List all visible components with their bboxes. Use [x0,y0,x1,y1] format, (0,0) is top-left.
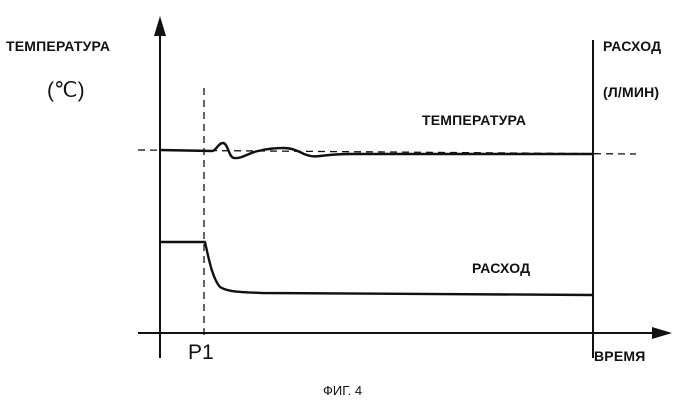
temperature-curve-label: ТЕМПЕРАТУРА [422,112,526,128]
p1-marker-label: P1 [188,341,214,365]
right-axis-label: РАСХОД [603,38,661,54]
right-axis-unit: (Л/МИН) [603,84,659,100]
left-axis-unit: (℃) [47,78,85,103]
flow-curve-label: РАСХОД [472,260,530,276]
left-axis-label: ТЕМПЕРАТУРА [6,38,110,54]
figure-caption: ФИГ. 4 [323,383,362,398]
x-axis-label: ВРЕМЯ [594,348,646,364]
left-axis-arrowhead [154,16,166,36]
time-axis-arrowhead [652,327,672,339]
